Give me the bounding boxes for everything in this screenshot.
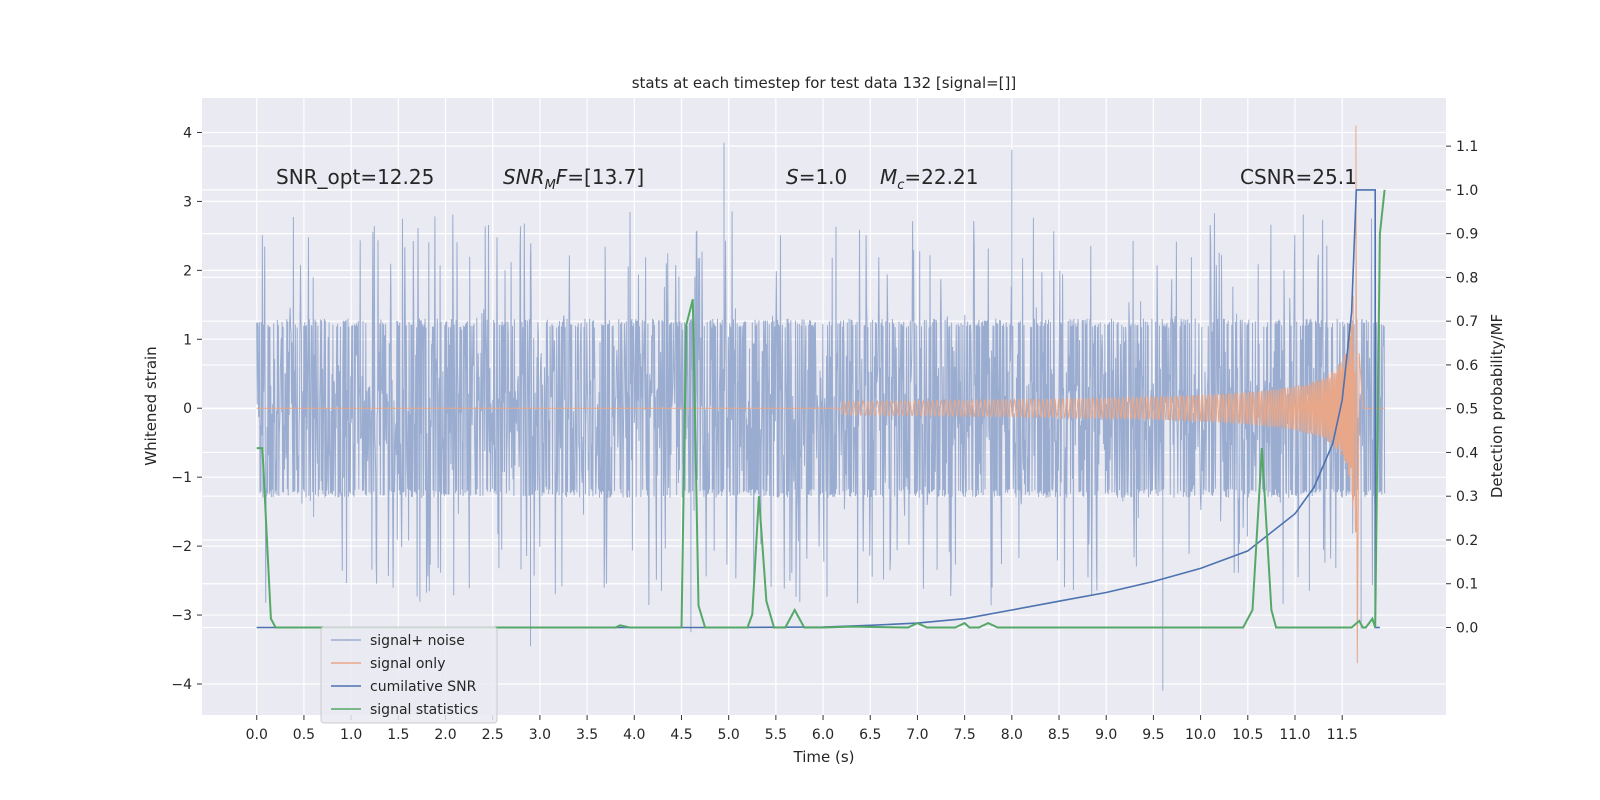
y-axis-ticks: −4 −3 −2 −1 0 1 2 3 4 (171, 125, 202, 693)
plot-layer (256, 125, 1386, 691)
y-tick-label: 0 (183, 401, 192, 417)
y-right-axis-ticks: 0.0 0.1 0.2 0.3 0.4 0.5 0.6 0.7 0.8 0.9 1.0 1.1 (1446, 139, 1478, 636)
x-tick-label: 5.0 (718, 727, 740, 743)
y-tick-label: −1 (171, 470, 192, 486)
series-signal-only (256, 125, 1385, 664)
x-tick-label: 3.5 (576, 727, 598, 743)
y-tick-label: −3 (171, 608, 192, 624)
x-tick-label: 1.5 (387, 727, 409, 743)
x-tick-label: 2.0 (434, 727, 456, 743)
x-tick-label: 11.5 (1327, 727, 1358, 743)
annotation-snr-mf: SNRMF=[13.7] (503, 165, 644, 193)
y-tick-label: −4 (171, 677, 192, 693)
y-tick-label: 1 (183, 332, 192, 348)
legend: signal+ noise signal only cumilative SNR… (320, 626, 498, 724)
x-tick-label: 8.0 (1001, 727, 1023, 743)
x-tick-label: 9.5 (1142, 727, 1164, 743)
y-right-axis-title: Detection probability/MF (1488, 314, 1506, 498)
legend-label-cumilative-snr: cumilative SNR (370, 679, 477, 695)
x-axis-ticks: 0.0 0.5 1.0 1.5 2.0 2.5 3.0 3.5 4.0 4.5 5.0 5.5 6.0 6… (246, 715, 1358, 743)
x-tick-label: 9.0 (1095, 727, 1117, 743)
series-cumilative-snr (256, 189, 1380, 629)
y-right-tick-label: 0.7 (1456, 314, 1478, 330)
x-tick-label: 2.5 (482, 727, 504, 743)
x-tick-label: 7.5 (954, 727, 976, 743)
x-tick-label: 8.5 (1048, 727, 1070, 743)
y-tick-label: −2 (171, 539, 192, 555)
x-tick-label: 10.0 (1185, 727, 1216, 743)
x-tick-label: 0.5 (293, 727, 315, 743)
y-tick-label: 2 (183, 263, 192, 279)
y-right-tick-label: 0.1 (1456, 577, 1478, 593)
y-tick-label: 3 (183, 194, 192, 210)
y-right-tick-label: 0.8 (1456, 270, 1478, 286)
y-right-tick-label: 0.6 (1456, 358, 1478, 374)
y-right-tick-label: 1.1 (1456, 139, 1478, 155)
annotation-mc: Mc=22.21 (880, 165, 978, 193)
x-tick-label: 1.0 (340, 727, 362, 743)
x-tick-label: 6.0 (812, 727, 834, 743)
x-tick-label: 3.0 (529, 727, 551, 743)
legend-label-signal-plus-noise: signal+ noise (370, 633, 465, 649)
legend-label-signal-statistics: signal statistics (370, 702, 478, 718)
x-tick-label: 10.5 (1232, 727, 1263, 743)
annotations: SNR_opt=12.25 SNRMF=[13.7] S=1.0 Mc=22.2… (276, 165, 1357, 193)
y-right-tick-label: 0.3 (1456, 489, 1478, 505)
legend-label-signal-only: signal only (370, 656, 445, 672)
annotation-csnr: CSNR=25.1 (1240, 165, 1357, 189)
y-right-tick-label: 1.0 (1456, 183, 1478, 199)
x-tick-label: 4.0 (623, 727, 645, 743)
x-tick-label: 4.5 (670, 727, 692, 743)
x-tick-label: 0.0 (246, 727, 268, 743)
y-right-tick-label: 0.5 (1456, 402, 1478, 418)
x-tick-label: 11.0 (1279, 727, 1310, 743)
x-tick-label: 7.0 (906, 727, 928, 743)
y-right-tick-label: 0.4 (1456, 445, 1478, 461)
series-signal-statistics (256, 189, 1386, 629)
x-tick-label: 6.5 (859, 727, 881, 743)
y-axis-title: Whitened strain (142, 346, 160, 465)
y-right-tick-label: 0.0 (1456, 620, 1478, 636)
series-signal-plus-noise (256, 142, 1386, 691)
y-right-tick-label: 0.2 (1456, 533, 1478, 549)
annotation-snr-opt: SNR_opt=12.25 (276, 165, 434, 189)
y-tick-label: 4 (183, 125, 192, 141)
annotation-s: S=1.0 (786, 165, 847, 189)
x-tick-label: 5.5 (765, 727, 787, 743)
x-axis-title: Time (s) (793, 748, 855, 766)
chart-title: stats at each timestep for test data 132… (632, 74, 1017, 92)
legend-box (320, 626, 498, 724)
y-right-tick-label: 0.9 (1456, 227, 1478, 243)
